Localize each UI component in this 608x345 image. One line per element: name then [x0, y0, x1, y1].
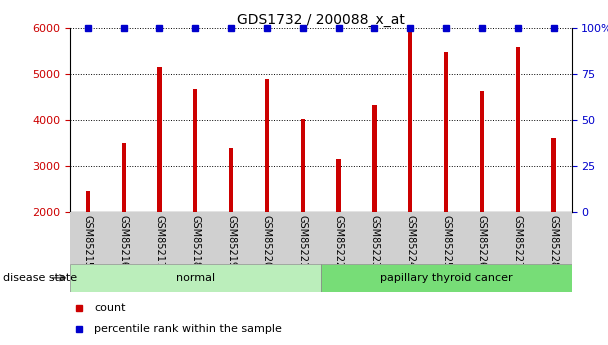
Text: GSM85217: GSM85217 [154, 215, 165, 268]
Text: GSM85222: GSM85222 [334, 215, 344, 268]
Text: GSM85228: GSM85228 [548, 215, 559, 268]
Text: GSM85227: GSM85227 [513, 215, 523, 268]
Bar [300, 119, 305, 212]
Text: percentile rank within the sample: percentile rank within the sample [94, 324, 282, 334]
Text: GSM85216: GSM85216 [119, 215, 129, 268]
Bar [70, 264, 321, 292]
Text: count: count [94, 304, 125, 313]
Bar [193, 89, 198, 212]
Bar [122, 143, 126, 212]
Text: papillary thyroid cancer: papillary thyroid cancer [380, 273, 513, 283]
Text: normal: normal [176, 273, 215, 283]
Bar [265, 79, 269, 212]
Text: GSM85215: GSM85215 [83, 215, 93, 268]
Text: GSM85221: GSM85221 [298, 215, 308, 268]
Bar [480, 91, 484, 212]
Bar [372, 105, 376, 212]
Bar [157, 67, 162, 212]
Text: GSM85224: GSM85224 [406, 215, 415, 268]
Text: GSM85225: GSM85225 [441, 215, 451, 268]
Bar [86, 191, 90, 212]
Bar [444, 52, 448, 212]
Title: GDS1732 / 200088_x_at: GDS1732 / 200088_x_at [237, 12, 405, 27]
Bar [229, 148, 233, 212]
Text: GSM85220: GSM85220 [262, 215, 272, 268]
Text: GSM85218: GSM85218 [190, 215, 200, 268]
Bar [551, 138, 556, 212]
Bar [321, 264, 572, 292]
Bar [408, 30, 412, 212]
Bar [336, 159, 340, 212]
Text: disease state: disease state [3, 273, 77, 283]
Text: GSM85226: GSM85226 [477, 215, 487, 268]
Text: GSM85219: GSM85219 [226, 215, 236, 268]
Text: GSM85223: GSM85223 [370, 215, 379, 268]
Bar [516, 47, 520, 212]
